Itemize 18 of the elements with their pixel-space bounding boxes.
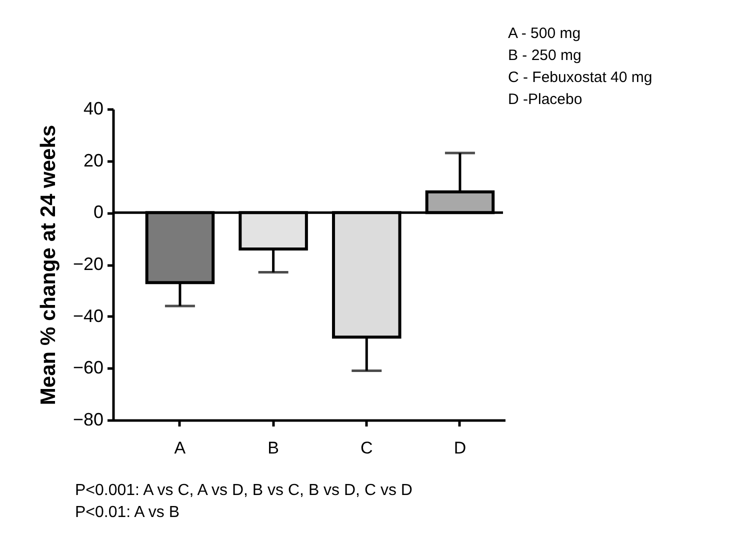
y-tick-label: −80: [72, 410, 104, 430]
text: P<0.001: A vs C, A vs D, B vs C, B vs D, C vs D: [75, 482, 412, 499]
x-tick-label: B: [268, 438, 279, 458]
y-tick-label: 20: [83, 150, 104, 170]
y-tick-label: 0: [93, 202, 104, 222]
x-tick-label: A: [174, 438, 186, 458]
text: B - 250 mg: [508, 47, 582, 64]
x-tick-label: D: [454, 438, 466, 458]
text: P<0.01: A vs B: [75, 504, 180, 521]
y-tick-label: −20: [72, 254, 104, 274]
text: A - 500 mg: [508, 25, 581, 42]
y-tick-label: −60: [72, 358, 104, 378]
x-tick-label: C: [360, 438, 373, 458]
y-tick-label: −40: [72, 306, 104, 326]
y-tick-label: 40: [83, 98, 104, 118]
y-axis-title: Mean % change at 24 weeks: [36, 124, 60, 406]
text: C - Febuxostat 40 mg: [508, 69, 652, 86]
text: D -Placebo: [508, 91, 582, 108]
